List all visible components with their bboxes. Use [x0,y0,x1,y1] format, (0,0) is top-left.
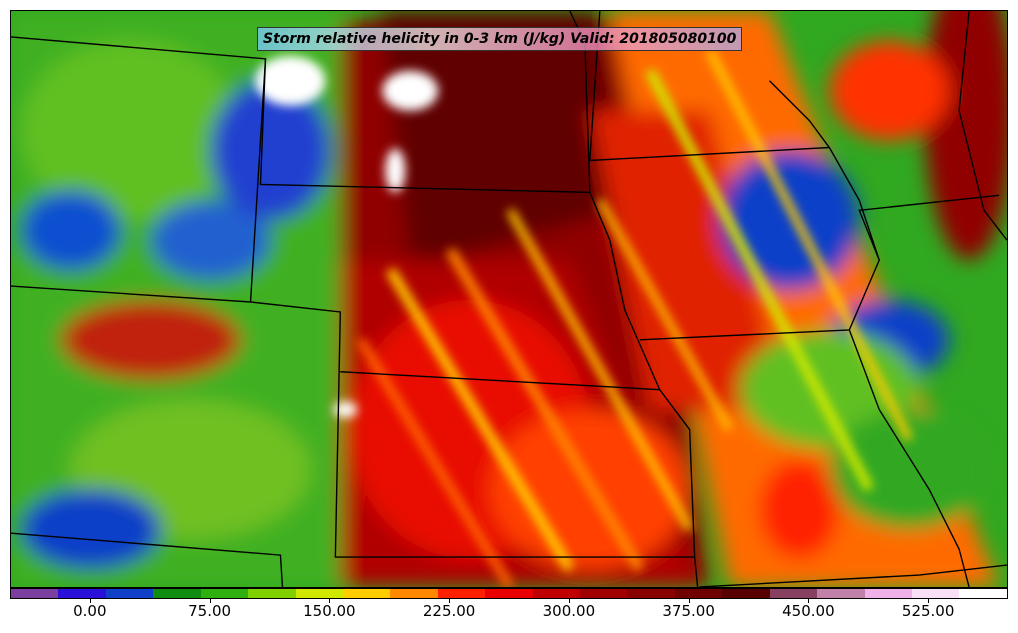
colorbar-segment [11,589,59,598]
colorbar-tick [209,598,211,603]
colorbar-tick [688,598,690,603]
colorbar-tick-label: 300.00 [542,602,596,620]
colorbar-segment [105,589,154,598]
colorbar-segment [342,589,391,598]
colorbar-segment [153,589,201,598]
colorbar-tick [89,598,91,603]
colorbar-segment [390,589,438,598]
colorbar-segment [722,589,770,598]
helicity-map [11,11,1007,587]
colorbar-labels: 0.00 75.00 150.00 225.00 300.00 375.00 450.00 5… [10,598,1008,624]
colorbar-tick-label: 225.00 [422,602,476,620]
colorbar-tick-label: 0.00 [73,602,107,620]
colorbar-tick-label: 375.00 [662,602,715,620]
helicity-field [11,11,1007,587]
colorbar-segment [295,589,343,598]
map-title: Storm relative helicity in 0-3 km (J/kg)… [257,27,743,51]
colorbar-segment [58,589,106,598]
colorbar-segment [485,589,533,598]
state-boundaries [11,11,1007,587]
colorbar-segment [248,589,296,598]
colorbar-tick [568,598,570,603]
colorbar-tick-label: 150.00 [303,602,356,620]
colorbar-tick [449,598,451,603]
colorbar-segment [627,589,675,598]
colorbar-segment [674,589,723,598]
helicity-streaks [255,49,913,587]
colorbar-segment [532,589,581,598]
colorbar-segment [864,589,913,598]
colorbar-segment [200,589,249,598]
colorbar-tick-label: 75.00 [188,602,232,620]
colorbar-tick [329,598,331,603]
colorbar-segment [959,589,1007,598]
colorbar-segment [769,589,818,598]
colorbar-segment [912,589,960,598]
colorbar-segment [580,589,628,598]
colorbar [10,588,1008,599]
colorbar-segment [817,589,865,598]
colorbar-tick-label: 525.00 [901,602,955,620]
colorbar-segment [437,589,486,598]
colorbar-tick [808,598,810,603]
colorbar-tick-label: 450.00 [782,602,835,620]
colorbar-tick [928,598,930,603]
map-panel: Storm relative helicity in 0-3 km (J/kg)… [10,10,1008,588]
